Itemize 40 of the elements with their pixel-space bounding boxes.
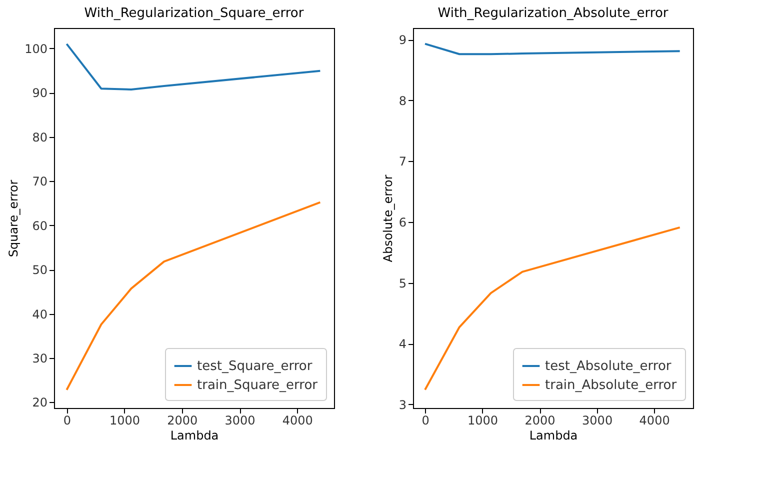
y-tick-label: 6 [398, 215, 406, 230]
x-tick-label: 2000 [524, 414, 556, 428]
legend-label: train_Absolute_error [545, 378, 678, 393]
x-tick-label: 1000 [468, 414, 498, 428]
y-tick-label: 30 [32, 352, 48, 366]
y-tick-label: 9 [398, 33, 406, 48]
y-axis-title: Absolute_error [380, 174, 395, 262]
y-tick-label: 8 [398, 94, 406, 108]
line-series [424, 42, 681, 56]
x-tick-label: 0 [422, 414, 430, 428]
x-tick-label: 1000 [110, 414, 140, 428]
x-tick-label: 4000 [282, 414, 313, 428]
x-axis-title: Lambda [170, 428, 219, 442]
y-tick-label: 20 [32, 396, 48, 410]
y-tick-label: 40 [32, 307, 48, 322]
y-tick-label: 4 [398, 337, 406, 352]
y-tick-label: 90 [32, 86, 48, 100]
x-tick-label: 4000 [639, 414, 670, 428]
x-tick-label: 2000 [167, 414, 198, 428]
y-tick-label: 5 [398, 276, 406, 290]
legend-label: test_Absolute_error [545, 359, 672, 374]
x-tick-label: 3000 [224, 414, 256, 428]
x-tick-label: 3000 [582, 414, 613, 428]
x-axis-title: Lambda [529, 428, 578, 442]
legend-label: train_Square_error [197, 378, 318, 393]
line-series [66, 201, 322, 391]
legend-label: test_Square_error [197, 359, 313, 374]
chart-title: With_Regularization_Square_error [84, 6, 304, 21]
line-series [66, 42, 322, 90]
x-tick-label: 0 [63, 414, 71, 428]
y-tick-label: 80 [32, 130, 48, 144]
y-tick-label: 7 [398, 154, 406, 169]
y-tick-label: 60 [32, 218, 48, 233]
line-series [424, 226, 681, 391]
y-axis-title: Square_error [6, 180, 21, 258]
y-tick-label: 70 [32, 174, 48, 189]
y-tick-label: 3 [398, 398, 406, 412]
y-tick-label: 100 [24, 42, 48, 56]
y-tick-label: 50 [32, 263, 48, 278]
chart-title: With_Regularization_Absolute_error [438, 6, 669, 21]
